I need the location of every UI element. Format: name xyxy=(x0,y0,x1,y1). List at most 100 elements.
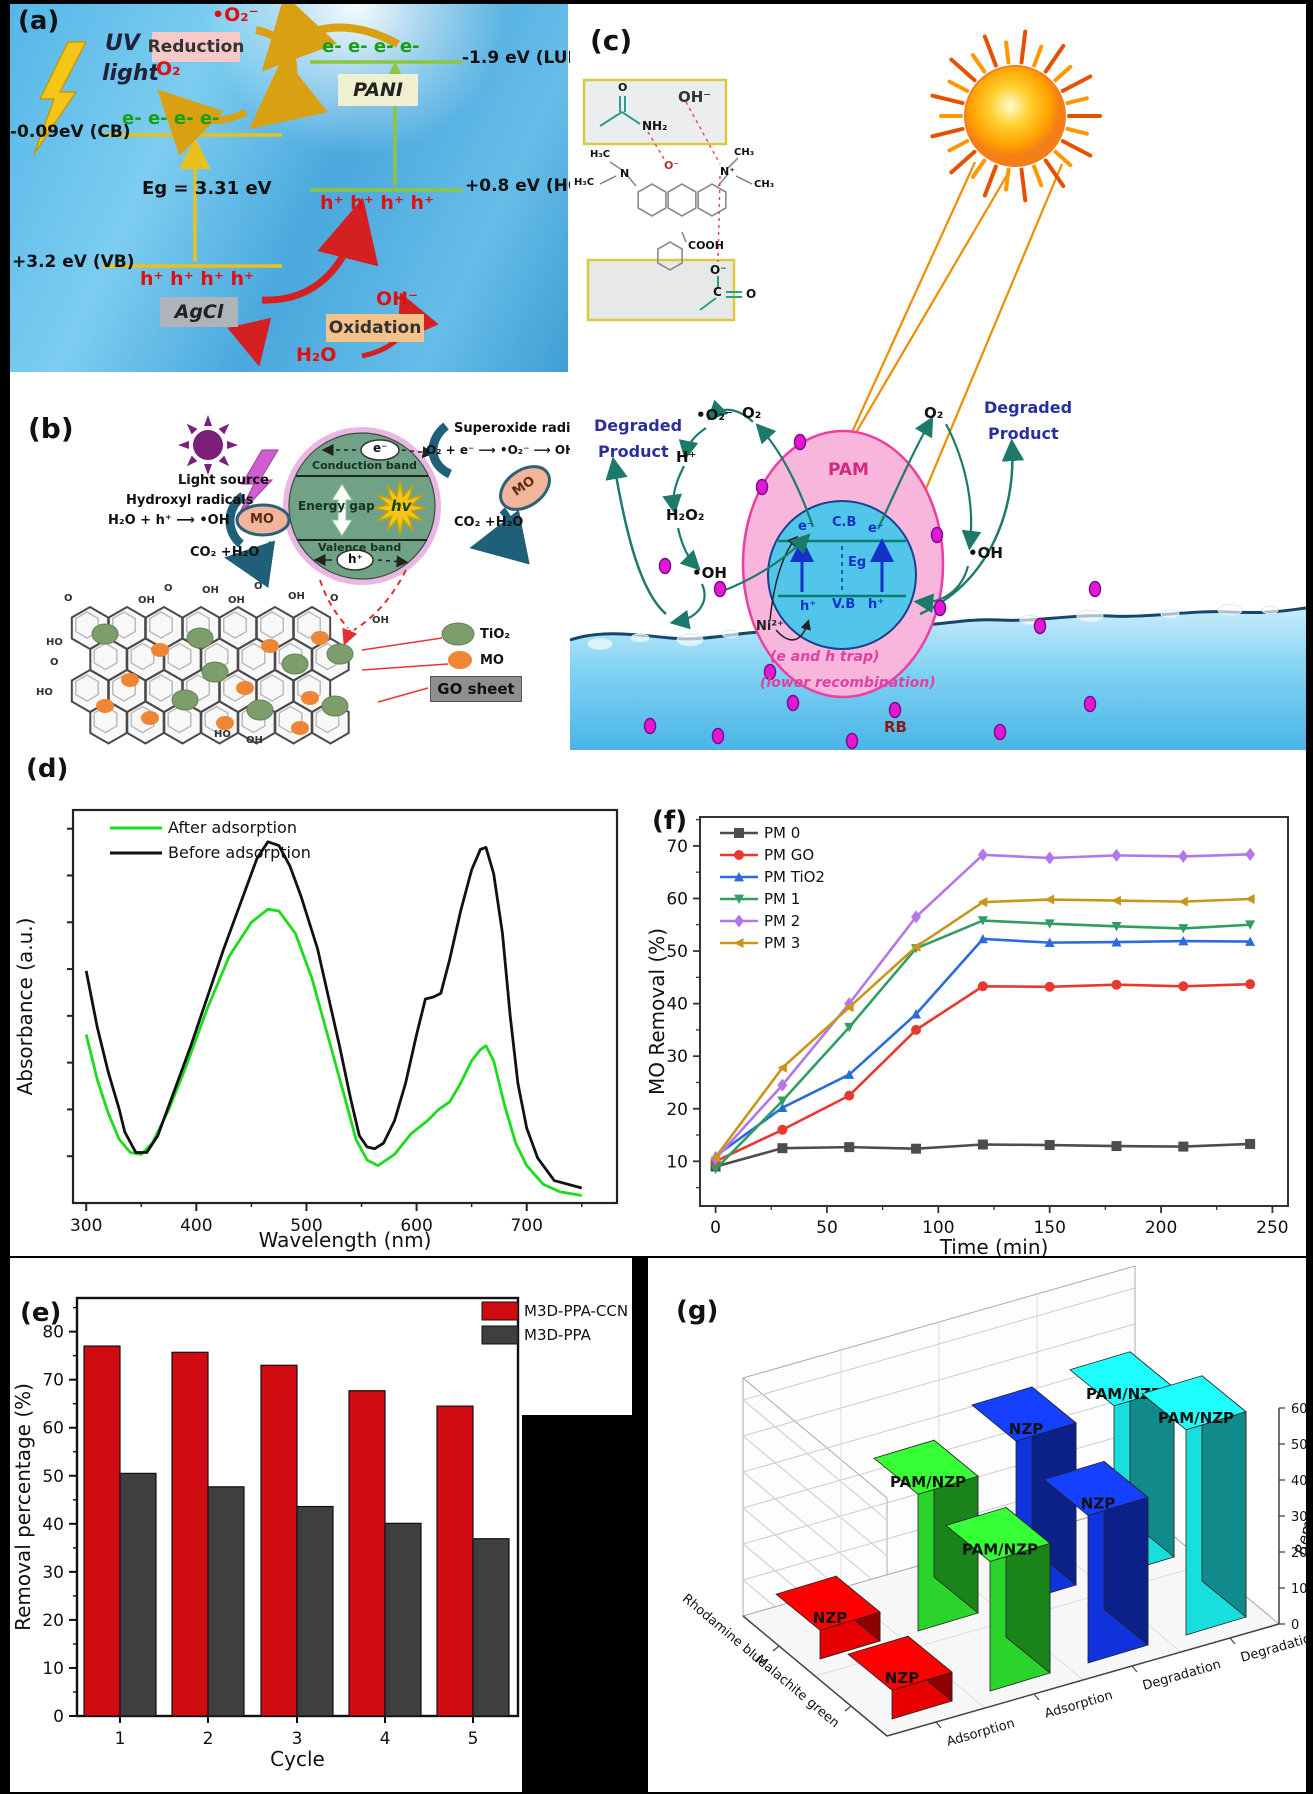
lattice-label: HO xyxy=(36,687,53,698)
e-bar-M3D-PPA-CCN-4 xyxy=(436,1405,474,1717)
hydroxyl-title: Hydroxyl radicals xyxy=(126,493,254,508)
e-bar-M3D-PPA-2 xyxy=(296,1505,334,1717)
svg-text:60: 60 xyxy=(1291,1402,1306,1417)
svg-text:60: 60 xyxy=(42,1419,64,1439)
cb-level: -0.09eV (CB) xyxy=(10,122,131,142)
e-bar-M3D-PPA-CCN-2 xyxy=(260,1364,298,1717)
tio2-mo-particles xyxy=(91,623,354,735)
panel-c-tag: (c) xyxy=(590,24,633,57)
svg-text:20: 20 xyxy=(42,1611,64,1631)
panel-c-drawing xyxy=(570,29,1306,750)
h-plus-label: h⁺ xyxy=(348,552,363,566)
trap-label-2: (lower recombination) xyxy=(760,675,936,691)
light-source-label: Light source xyxy=(178,473,269,488)
svg-text:3: 3 xyxy=(292,1729,303,1749)
superoxide-label: •O₂⁻ xyxy=(212,4,259,26)
lattice-label: HO xyxy=(214,729,231,740)
d-series-1 xyxy=(84,840,583,1190)
f-legend-0: PM 0 xyxy=(764,824,800,842)
energy-gap-label: Energy gap xyxy=(298,499,375,513)
svg-text:600: 600 xyxy=(400,1216,432,1236)
reusability-bars-svg: 0 10 20 30 40 50 60 70 80 1 2 3 4 5 Cycle Removal perce… xyxy=(11,1296,628,1771)
e2-label: e⁻ xyxy=(868,521,884,536)
trap-label-1: (e and h trap) xyxy=(770,649,880,665)
svg-text:4: 4 xyxy=(380,1729,391,1749)
svg-text:30: 30 xyxy=(42,1563,64,1583)
g-bar-label-1-2: NZP xyxy=(1081,1494,1115,1512)
amide-bonds xyxy=(599,96,742,311)
svg-text:70: 70 xyxy=(666,837,688,857)
sun-icon xyxy=(964,65,1066,167)
d-series-0 xyxy=(84,907,582,1197)
oh-right-c: •OH xyxy=(968,544,1003,562)
e-legend-0: M3D-PPA-CCN xyxy=(524,1302,628,1320)
o-top-label: O xyxy=(618,81,628,94)
oh-left-c: •OH xyxy=(692,564,727,582)
e-bar-M3D-PPA-0 xyxy=(119,1472,157,1717)
svg-text:40: 40 xyxy=(42,1515,64,1535)
svg-text:20: 20 xyxy=(666,1100,688,1120)
uv-lightning-icon xyxy=(33,41,88,155)
vb-label-c: V.B xyxy=(832,597,856,612)
tio2-legend-icon xyxy=(441,622,475,646)
eg-label-c: Eg xyxy=(848,555,867,570)
svg-text:50: 50 xyxy=(666,942,688,962)
panel-g-tag: (g) xyxy=(676,1296,719,1326)
svg-text:150: 150 xyxy=(1033,1218,1065,1238)
g-bar-label-0-3: PAM/NZP xyxy=(1086,1385,1162,1403)
svg-text:1: 1 xyxy=(115,1729,126,1749)
oh-minus-c: OH⁻ xyxy=(678,88,712,106)
degraded-left-2: Product xyxy=(598,442,669,461)
tio2-legend-label: TiO₂ xyxy=(480,627,511,642)
vb-level: +3.2 eV (VB) xyxy=(12,252,135,272)
svg-text:300: 300 xyxy=(70,1216,102,1236)
mo-legend-label: MO xyxy=(480,653,504,668)
ni-label: Ni²⁺ xyxy=(756,619,784,634)
d-ylabel: Absorbance (a.u.) xyxy=(13,918,37,1096)
lattice-label: HO xyxy=(46,637,63,648)
e-xlabel: Cycle xyxy=(270,1747,325,1771)
svg-text:30: 30 xyxy=(1291,1510,1306,1525)
h2o2-label: H₂O₂ xyxy=(666,506,705,524)
panel-a-tag: (a) xyxy=(18,6,60,36)
svg-text:40: 40 xyxy=(1291,1474,1306,1489)
cb-electrons: e- e- e- e- xyxy=(122,108,220,129)
acetate-box xyxy=(586,258,736,322)
n-left: N xyxy=(620,167,630,180)
h3c-2: H₃C xyxy=(574,177,595,188)
cb-label-c: C.B xyxy=(832,515,857,530)
e-bar-M3D-PPA-3 xyxy=(384,1522,422,1717)
svg-text:700: 700 xyxy=(510,1216,542,1236)
n-plus: N⁺ xyxy=(720,165,736,178)
sun-rays xyxy=(930,29,1102,203)
hydroxyl-equation: H₂O + h⁺ ⟶ •OH xyxy=(108,513,230,528)
panel-d-tag: (d) xyxy=(26,754,69,784)
o2-label: O₂ xyxy=(156,58,181,80)
f-legend-2: PM TiO2 xyxy=(764,868,825,886)
panel-e-tag: (e) xyxy=(20,1298,62,1328)
water-body xyxy=(570,608,1306,750)
h1-label: h⁺ xyxy=(800,599,817,614)
f-legend-5: PM 3 xyxy=(764,934,800,952)
ch3-1: CH₃ xyxy=(734,147,755,158)
svg-text:20: 20 xyxy=(1291,1546,1306,1561)
o-minus-bottom: O⁻ xyxy=(710,263,727,277)
oh-minus-label: OH⁻ xyxy=(376,288,419,310)
homo-holes: h⁺ h⁺ h⁺ h⁺ xyxy=(320,192,435,214)
lattice-label: OH xyxy=(138,595,155,606)
g-bar-label-0-1: PAM/NZP xyxy=(890,1473,966,1491)
h3c-1: H₃C xyxy=(590,149,611,160)
e-bar-M3D-PPA-4 xyxy=(472,1538,510,1717)
valence-band-label: Valence band xyxy=(318,541,402,554)
h2-label: h⁺ xyxy=(868,597,885,612)
lattice-label: O xyxy=(164,583,173,594)
svg-text:60: 60 xyxy=(666,889,688,909)
d-legend-1: Before adsorption xyxy=(168,843,311,862)
svg-text:10: 10 xyxy=(42,1659,64,1679)
o-bottom: O xyxy=(746,287,757,301)
interaction-dashes xyxy=(647,101,721,263)
o2-left-c: O₂ xyxy=(742,404,762,422)
svg-text:70: 70 xyxy=(42,1371,64,1391)
